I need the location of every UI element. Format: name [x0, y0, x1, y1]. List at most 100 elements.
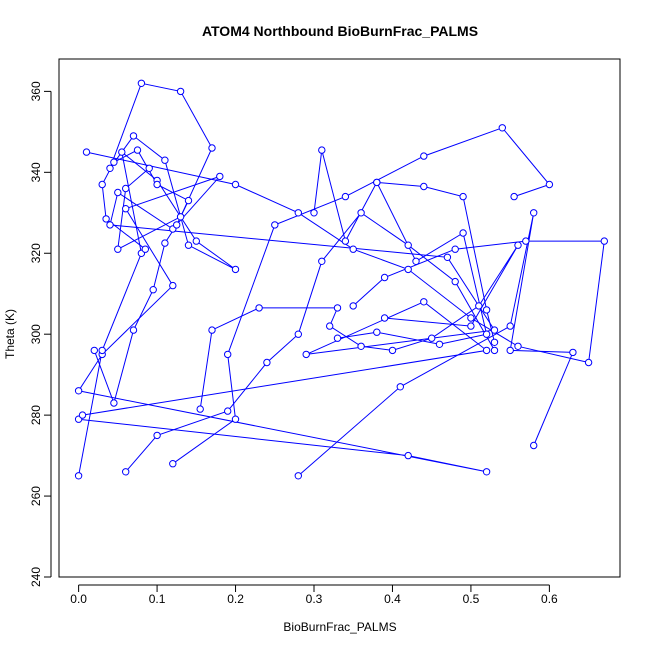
y-tick-label: 280	[29, 405, 43, 425]
data-point	[510, 192, 518, 201]
data-point	[506, 346, 514, 355]
data-point	[122, 468, 130, 476]
x-tick-label: 0.3	[306, 592, 323, 606]
data-point	[498, 124, 506, 132]
data-point	[600, 237, 608, 245]
data-point	[153, 180, 161, 189]
y-tick-label: 320	[29, 243, 43, 263]
data-point	[192, 237, 201, 245]
data-point	[173, 221, 181, 229]
x-tick-label: 0.2	[227, 592, 244, 606]
data-point	[161, 156, 169, 164]
data-point	[514, 241, 522, 249]
data-point	[271, 221, 279, 229]
data-point	[129, 326, 138, 334]
data-point	[122, 184, 130, 193]
data-point	[231, 265, 240, 274]
data-point	[357, 342, 365, 350]
data-point	[106, 164, 114, 173]
data-point	[294, 209, 302, 217]
data-point	[482, 346, 491, 355]
data-point	[459, 229, 467, 237]
data-point	[380, 314, 389, 322]
data-point	[428, 334, 436, 342]
chart-title: ATOM4 Northbound BioBurnFrac_PALMS	[202, 23, 478, 39]
data-point	[420, 298, 428, 306]
data-point	[396, 383, 404, 391]
data-point	[196, 405, 204, 413]
x-axis: 0.0 0.1 0.2 0.3 0.4 0.5 0.6	[70, 584, 558, 606]
y-tick-label: 360	[29, 81, 43, 101]
data-point	[106, 221, 114, 229]
y-tick-label: 300	[29, 324, 43, 344]
data-point	[333, 334, 342, 342]
data-point	[255, 304, 263, 312]
x-tick-label: 0.1	[149, 592, 166, 606]
data-point	[145, 164, 153, 173]
data-point	[373, 328, 381, 336]
data-point	[467, 322, 475, 330]
data-point	[133, 146, 142, 154]
data-point	[153, 431, 161, 440]
x-tick-label: 0.5	[463, 592, 480, 606]
series-line	[125, 212, 495, 473]
data-point	[82, 148, 91, 156]
data-point	[263, 358, 271, 367]
data-point	[118, 148, 126, 156]
data-point	[141, 245, 150, 253]
data-point	[373, 178, 381, 187]
y-tick-label: 240	[29, 567, 43, 587]
data-point	[74, 387, 83, 395]
x-tick-label: 0.0	[70, 592, 87, 606]
data-point	[545, 180, 554, 189]
data-point	[357, 209, 365, 217]
data-point	[114, 245, 122, 253]
data-point	[231, 180, 240, 189]
data-point	[490, 346, 499, 355]
data-point	[388, 346, 397, 355]
data-point	[169, 460, 177, 468]
data-point	[74, 472, 83, 480]
data-point	[443, 253, 452, 261]
data-point	[176, 213, 185, 221]
data-point	[482, 468, 491, 476]
data-point	[318, 146, 326, 154]
data-point	[490, 326, 499, 334]
data-point	[78, 411, 87, 419]
data-point	[451, 277, 459, 286]
data-point	[341, 237, 350, 245]
x-tick-label: 0.4	[384, 592, 401, 606]
data-point	[530, 441, 538, 450]
data-point	[310, 209, 318, 217]
data-point	[380, 273, 389, 282]
series-line	[313, 149, 488, 345]
data-point	[475, 302, 483, 310]
data-point	[318, 257, 326, 265]
data-point	[294, 472, 302, 480]
data-point	[184, 196, 193, 205]
data-point	[224, 407, 232, 415]
data-point	[224, 350, 232, 359]
plot-points	[74, 79, 608, 480]
x-axis-label: BioBurnFrac_PALMS	[283, 620, 396, 634]
data-point	[569, 348, 577, 357]
data-point	[435, 340, 444, 348]
y-axis-label: Theta (K)	[3, 309, 17, 359]
y-tick-label: 260	[29, 486, 43, 506]
data-point	[326, 322, 334, 330]
data-point	[110, 158, 118, 166]
series-line	[199, 244, 519, 410]
x-tick-label: 0.6	[541, 592, 558, 606]
data-point	[404, 451, 412, 460]
data-point	[98, 346, 106, 355]
data-point	[506, 322, 514, 330]
series-line	[78, 82, 236, 476]
data-point	[482, 306, 491, 314]
data-point	[114, 188, 122, 197]
data-point	[459, 192, 467, 201]
data-point	[420, 182, 428, 191]
data-point	[129, 132, 138, 140]
data-point	[333, 304, 342, 312]
data-point	[530, 209, 538, 217]
